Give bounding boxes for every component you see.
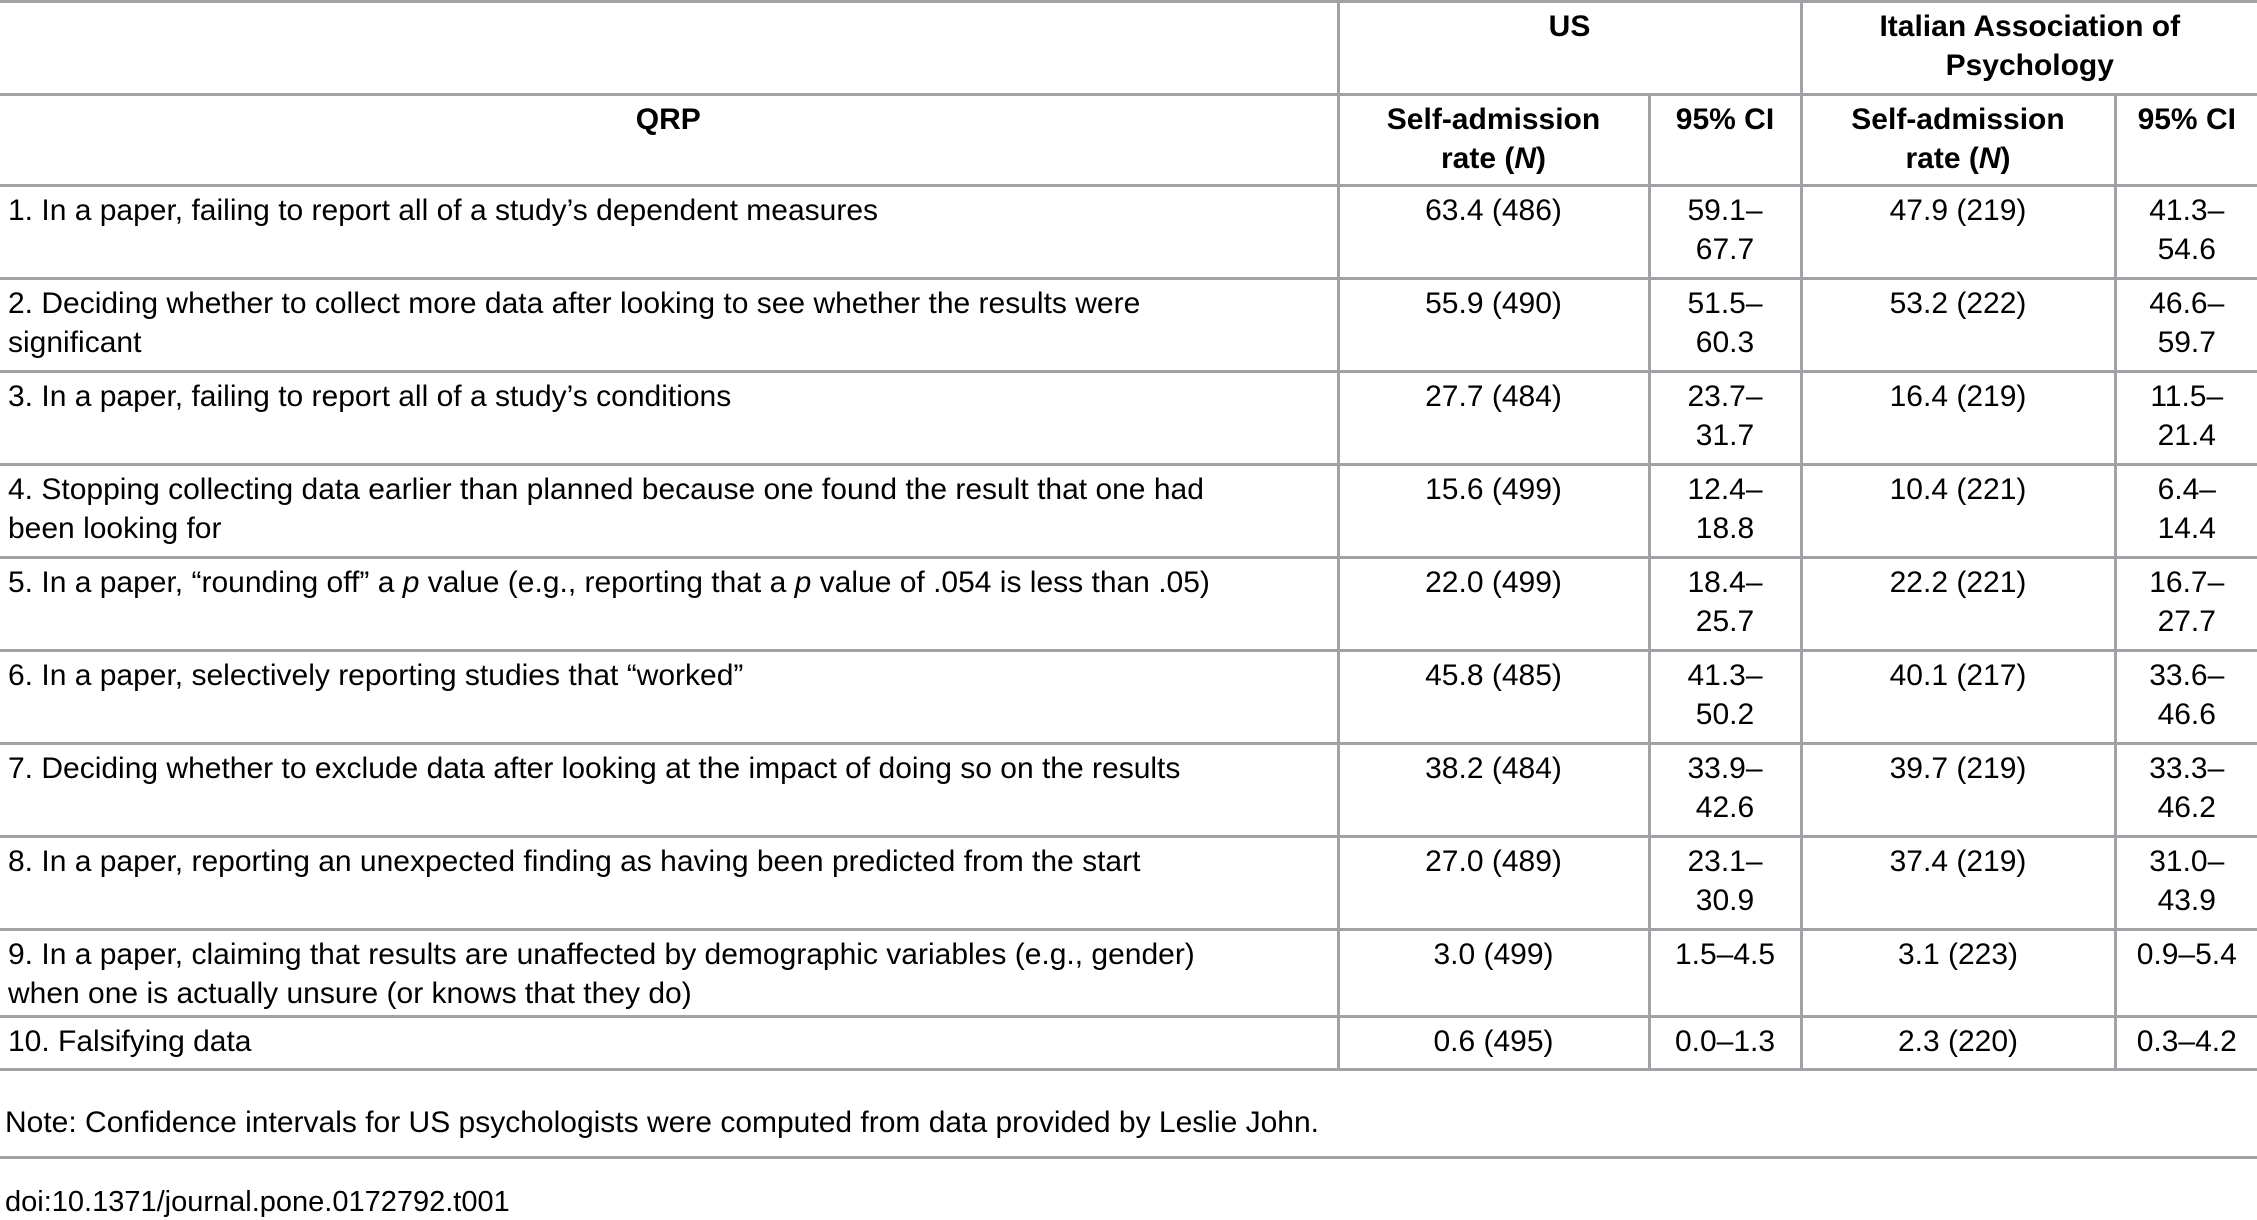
it-rate-cell: 3.1 (223) — [1799, 929, 2115, 1018]
qrp-cell: 5. In a paper, “rounding off” a p value … — [0, 557, 1338, 652]
it-rate-cell: 37.4 (219) — [1799, 836, 2115, 931]
note-divider-line — [0, 1156, 2257, 1159]
qrp-cell: 1. In a paper, failing to report all of … — [0, 185, 1338, 280]
qrp-cell: 6. In a paper, selectively reporting stu… — [0, 650, 1338, 745]
it-rate-cell: 39.7 (219) — [1799, 743, 2115, 838]
table-row: 4. Stopping collecting data earlier than… — [0, 464, 2257, 559]
table-row: 10. Falsifying data 0.6 (495) 0.0–1.3 2.… — [0, 1016, 2257, 1071]
us-rate-cell: 3.0 (499) — [1336, 929, 1649, 1018]
us-rate-cell: 22.0 (499) — [1336, 557, 1649, 652]
table-row: 2. Deciding whether to collect more data… — [0, 278, 2257, 373]
it-ci-cell: 0.3–4.2 — [2113, 1016, 2257, 1071]
column-header-us-ci: 95% CI — [1647, 94, 1801, 187]
us-rate-cell: 15.6 (499) — [1336, 464, 1649, 559]
us-rate-cell: 63.4 (486) — [1336, 185, 1649, 280]
it-rate-cell: 2.3 (220) — [1799, 1016, 2115, 1071]
group-header-spacer — [0, 1, 1338, 96]
it-rate-cell: 22.2 (221) — [1799, 557, 2115, 652]
it-ci-cell: 46.6– 59.7 — [2113, 278, 2257, 373]
it-ci-cell: 6.4– 14.4 — [2113, 464, 2257, 559]
us-rate-cell: 45.8 (485) — [1336, 650, 1649, 745]
table-row: 8. In a paper, reporting an unexpected f… — [0, 836, 2257, 931]
it-rate-cell: 53.2 (222) — [1799, 278, 2115, 373]
it-ci-cell: 16.7– 27.7 — [2113, 557, 2257, 652]
us-ci-cell: 23.1– 30.9 — [1647, 836, 1801, 931]
table-row: 6. In a paper, selectively reporting stu… — [0, 650, 2257, 745]
it-rate-cell: 40.1 (217) — [1799, 650, 2115, 745]
column-header-row: QRP Self-admission rate (N) 95% CI Self-… — [0, 94, 2257, 187]
it-ci-cell: 33.6– 46.6 — [2113, 650, 2257, 745]
qrp-cell: 2. Deciding whether to collect more data… — [0, 278, 1338, 373]
column-header-qrp: QRP — [0, 94, 1338, 187]
us-rate-cell: 55.9 (490) — [1336, 278, 1649, 373]
qrp-cell: 7. Deciding whether to exclude data afte… — [0, 743, 1338, 838]
table-row: 3. In a paper, failing to report all of … — [0, 371, 2257, 466]
us-ci-cell: 18.4– 25.7 — [1647, 557, 1801, 652]
qrp-cell: 10. Falsifying data — [0, 1016, 1338, 1071]
us-ci-cell: 59.1– 67.7 — [1647, 185, 1801, 280]
table-note: Note: Confidence intervals for US psycho… — [5, 1106, 1320, 1139]
it-rate-cell: 47.9 (219) — [1799, 185, 2115, 280]
qrp-cell: 3. In a paper, failing to report all of … — [0, 371, 1338, 466]
it-rate-cell: 16.4 (219) — [1799, 371, 2115, 466]
us-ci-cell: 33.9– 42.6 — [1647, 743, 1801, 838]
qrp-cell: 8. In a paper, reporting an unexpected f… — [0, 836, 1338, 931]
us-rate-cell: 27.0 (489) — [1336, 836, 1649, 931]
table-row: 1. In a paper, failing to report all of … — [0, 185, 2257, 280]
it-ci-cell: 0.9–5.4 — [2113, 929, 2257, 1018]
doi-reference: doi:10.1371/journal.pone.0172792.t001 — [5, 1186, 510, 1218]
us-rate-cell: 38.2 (484) — [1336, 743, 1649, 838]
column-header-it-rate: Self-admission rate (N) — [1799, 94, 2115, 187]
qrp-cell: 9. In a paper, claiming that results are… — [0, 929, 1338, 1018]
it-rate-cell: 10.4 (221) — [1799, 464, 2115, 559]
qrp-cell: 4. Stopping collecting data earlier than… — [0, 464, 1338, 559]
us-ci-cell: 51.5– 60.3 — [1647, 278, 1801, 373]
qrp-admission-table: US Italian Association of Psychology QRP… — [0, 0, 2257, 1071]
it-ci-cell: 11.5– 21.4 — [2113, 371, 2257, 466]
it-ci-cell: 33.3– 46.2 — [2113, 743, 2257, 838]
column-header-us-rate: Self-admission rate (N) — [1336, 94, 1649, 187]
group-header-row: US Italian Association of Psychology — [0, 1, 2257, 96]
table-row: 9. In a paper, claiming that results are… — [0, 929, 2257, 1018]
us-rate-cell: 0.6 (495) — [1336, 1016, 1649, 1071]
table-row: 5. In a paper, “rounding off” a p value … — [0, 557, 2257, 652]
us-ci-cell: 12.4– 18.8 — [1647, 464, 1801, 559]
it-ci-cell: 31.0– 43.9 — [2113, 836, 2257, 931]
group-header-us: US — [1336, 1, 1801, 96]
table-row: 7. Deciding whether to exclude data afte… — [0, 743, 2257, 838]
group-header-italian: Italian Association of Psychology — [1799, 1, 2257, 96]
column-header-it-ci: 95% CI — [2113, 94, 2257, 187]
it-ci-cell: 41.3– 54.6 — [2113, 185, 2257, 280]
us-ci-cell: 0.0–1.3 — [1647, 1016, 1801, 1071]
us-ci-cell: 41.3– 50.2 — [1647, 650, 1801, 745]
us-rate-cell: 27.7 (484) — [1336, 371, 1649, 466]
us-ci-cell: 23.7– 31.7 — [1647, 371, 1801, 466]
us-ci-cell: 1.5–4.5 — [1647, 929, 1801, 1018]
